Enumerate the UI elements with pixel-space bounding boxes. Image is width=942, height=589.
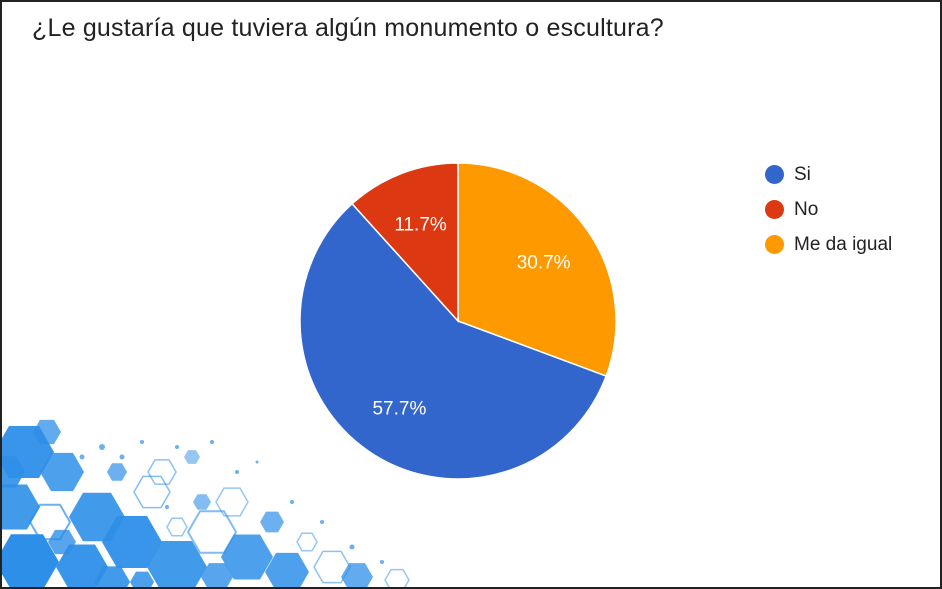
pie-slices	[299, 162, 617, 480]
chart-title: ¿Le gustaría que tuviera algún monumento…	[32, 14, 664, 42]
legend-label-si: Si	[794, 163, 811, 185]
slice-label-si: 57.7%	[372, 398, 426, 419]
legend-swatch-me-da-igual	[765, 235, 784, 254]
pie-slice-si	[299, 202, 608, 480]
legend-swatch-no	[765, 200, 784, 219]
legend-item-no: No	[765, 192, 892, 227]
pie-slice-me-da-igual	[457, 162, 617, 378]
slice-label-me-da-igual: 30.7%	[517, 252, 571, 273]
legend-item-si: Si	[765, 157, 892, 192]
legend-label-me-da-igual: Me da igual	[794, 233, 893, 255]
slice-label-no: 11.7%	[394, 215, 447, 236]
legend-item-me-da-igual: Me da igual	[765, 227, 892, 262]
pie-slice-no	[351, 162, 459, 323]
legend-label-no: No	[794, 198, 819, 220]
legend-swatch-si	[765, 165, 784, 184]
slice-labels: 30.7% 57.7% 11.7%	[372, 215, 570, 420]
chart-legend: Si No Me da igual	[765, 157, 892, 262]
